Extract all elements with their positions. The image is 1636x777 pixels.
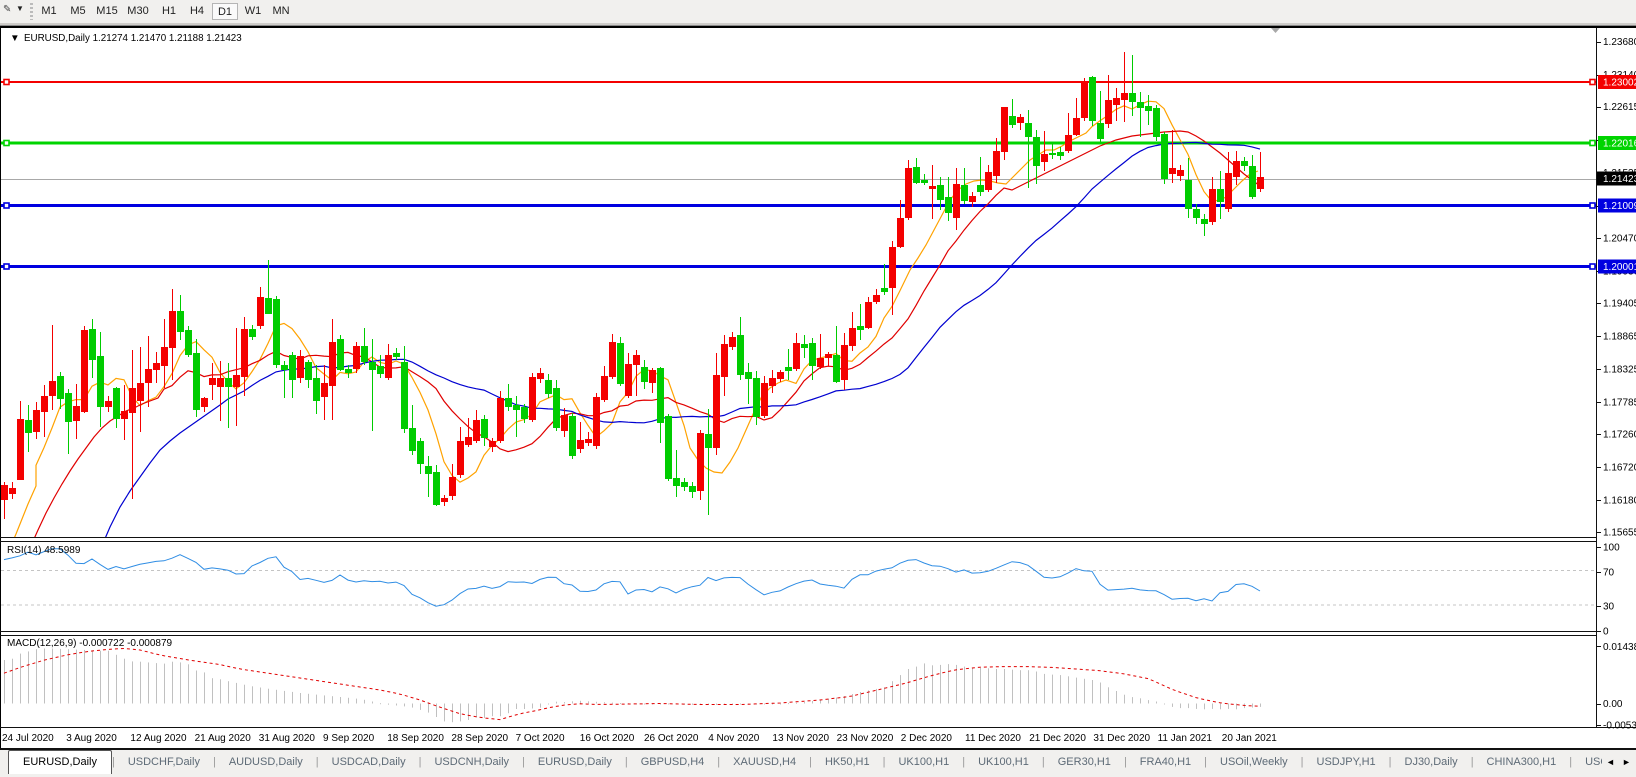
svg-text:▼: ▼ [10,33,20,44]
svg-text:1.16180: 1.16180 [1603,496,1636,507]
svg-text:2 Dec 2020: 2 Dec 2020 [901,733,953,744]
svg-text:1.20001: 1.20001 [1603,262,1636,273]
svg-text:4 Nov 2020: 4 Nov 2020 [708,733,760,744]
svg-text:100: 100 [1603,543,1620,554]
svg-text:RSI(14) 48.5989: RSI(14) 48.5989 [7,545,81,556]
svg-text:23 Nov 2020: 23 Nov 2020 [837,733,894,744]
svg-text:-0.00539: -0.00539 [1603,720,1636,731]
svg-text:9 Sep 2020: 9 Sep 2020 [323,733,375,744]
svg-text:13 Nov 2020: 13 Nov 2020 [772,733,829,744]
svg-text:0: 0 [1603,627,1609,638]
svg-text:12 Aug 2020: 12 Aug 2020 [130,733,187,744]
svg-text:1.15655: 1.15655 [1603,528,1636,539]
svg-text:0.00: 0.00 [1603,699,1623,710]
svg-text:MACD(12,26,9) -0.000722 -0.000: MACD(12,26,9) -0.000722 -0.000879 [7,638,173,649]
svg-text:1.22615: 1.22615 [1603,102,1636,113]
svg-text:1.17260: 1.17260 [1603,430,1636,441]
svg-text:18 Sep 2020: 18 Sep 2020 [387,733,444,744]
svg-text:0.014384: 0.014384 [1603,642,1636,653]
svg-text:1.21009: 1.21009 [1603,201,1636,212]
svg-text:1.20470: 1.20470 [1603,233,1636,244]
svg-text:24 Jul 2020: 24 Jul 2020 [2,733,54,744]
svg-text:31 Dec 2020: 31 Dec 2020 [1093,733,1150,744]
svg-text:1.16720: 1.16720 [1603,463,1636,474]
svg-text:1.21423: 1.21423 [1603,174,1636,185]
svg-text:1.23680: 1.23680 [1603,37,1636,48]
svg-text:21 Dec 2020: 21 Dec 2020 [1029,733,1086,744]
svg-text:26 Oct 2020: 26 Oct 2020 [644,733,699,744]
svg-text:20 Jan 2021: 20 Jan 2021 [1222,733,1277,744]
svg-text:11 Jan 2021: 11 Jan 2021 [1158,733,1213,744]
svg-text:70: 70 [1603,568,1615,579]
svg-text:30: 30 [1603,602,1615,613]
svg-text:21 Aug 2020: 21 Aug 2020 [195,733,252,744]
svg-text:3 Aug 2020: 3 Aug 2020 [66,733,117,744]
svg-text:28 Sep 2020: 28 Sep 2020 [451,733,508,744]
svg-text:11 Dec 2020: 11 Dec 2020 [965,733,1021,744]
svg-text:1.22016: 1.22016 [1603,139,1636,150]
svg-text:1.18325: 1.18325 [1603,364,1636,375]
svg-text:7 Oct 2020: 7 Oct 2020 [516,733,565,744]
svg-text:1.23002: 1.23002 [1603,78,1636,89]
svg-text:16 Oct 2020: 16 Oct 2020 [580,733,635,744]
svg-text:1.17785: 1.17785 [1603,397,1636,408]
svg-text:31 Aug 2020: 31 Aug 2020 [259,733,316,744]
svg-text:EURUSD,Daily 1.21274 1.21470: EURUSD,Daily 1.21274 1.21470 1.21188 1.2… [24,33,242,44]
svg-text:1.18865: 1.18865 [1603,331,1636,342]
svg-text:1.19405: 1.19405 [1603,298,1636,309]
